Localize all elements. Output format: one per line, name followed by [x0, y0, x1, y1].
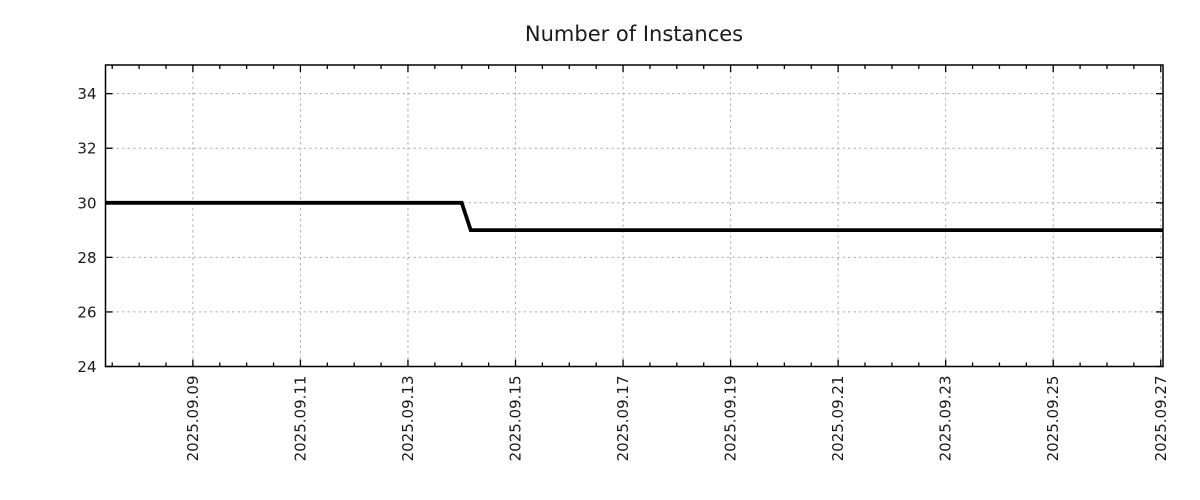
plot-area: 2025.09.09 2025.09.11 2025.09.13 2025.09.15… [77, 64, 1170, 462]
x-tick-label: 2025.09.19 [722, 376, 740, 462]
x-tick-label: 2025.09.27 [1152, 376, 1170, 462]
y-tick-label: 24 [77, 358, 96, 376]
y-tick-label: 28 [77, 249, 96, 267]
series-line-instances [105, 200, 1163, 233]
x-tick-label: 2025.09.09 [184, 376, 202, 462]
x-tick-label: 2025.09.15 [507, 376, 525, 462]
y-tick-label: 34 [77, 85, 96, 103]
y-tick-label: 26 [77, 303, 96, 321]
y-tick-label: 30 [77, 194, 96, 212]
x-tick-label: 2025.09.17 [614, 376, 632, 462]
chart-title: Number of Instances [525, 22, 743, 46]
plot-border [104, 64, 1164, 368]
x-tick-label: 2025.09.21 [829, 376, 847, 462]
x-tick-label: 2025.09.25 [1044, 376, 1062, 462]
x-tick-label: 2025.09.11 [291, 376, 309, 462]
x-tick-label: 2025.09.23 [937, 376, 955, 462]
y-tick-label: 32 [77, 140, 96, 158]
x-tick-label: 2025.09.13 [399, 376, 417, 462]
